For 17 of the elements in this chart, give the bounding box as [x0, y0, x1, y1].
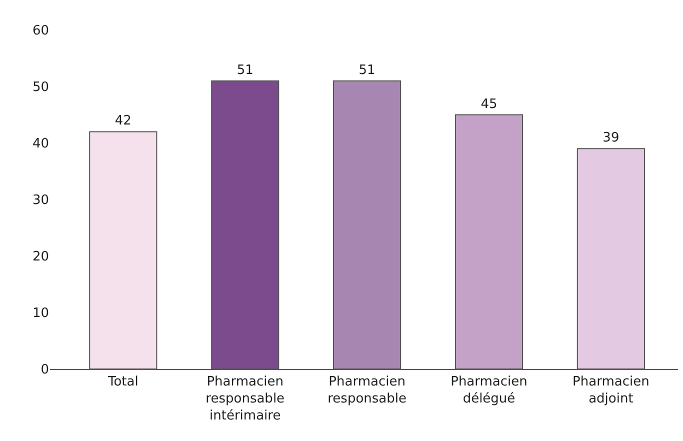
data-label: 45 — [480, 96, 498, 112]
y-tick-label: 30 — [32, 193, 49, 208]
y-tick-label: 40 — [32, 136, 49, 152]
data-label: 39 — [602, 130, 620, 146]
x-tick-label: Pharmacien responsable intérimaire — [206, 374, 285, 424]
x-tick-label: Pharmacien délégué — [450, 374, 528, 406]
x-tick-label: Pharmacien responsable — [328, 374, 406, 406]
x-tick-label: Total — [106, 374, 138, 390]
x-tick-label: Pharmacien adjoint — [572, 374, 650, 406]
y-tick-label: 0 — [40, 362, 49, 378]
y-tick-label: 50 — [32, 80, 49, 96]
y-tick-label: 60 — [32, 24, 49, 39]
data-label: 51 — [236, 62, 254, 78]
y-tick-label: 10 — [32, 306, 49, 322]
data-label: 51 — [358, 62, 376, 78]
data-label: 42 — [114, 114, 132, 129]
y-tick-label: 20 — [32, 250, 49, 265]
